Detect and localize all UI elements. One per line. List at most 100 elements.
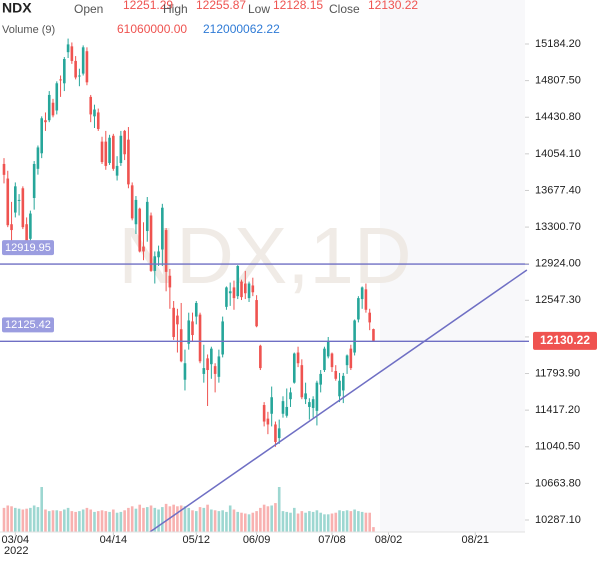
candle-body <box>308 402 311 407</box>
volume-bar <box>221 510 224 532</box>
candle-body <box>266 418 270 425</box>
candle-body <box>168 275 172 288</box>
volume-bar <box>63 509 66 532</box>
volume-bar <box>100 510 104 532</box>
candle-body <box>29 213 32 239</box>
candle-body <box>40 118 43 154</box>
x-tick-label: 06/09 <box>243 534 271 546</box>
candle-body <box>262 405 266 422</box>
volume-bar <box>338 510 341 532</box>
volume-bar <box>10 506 13 532</box>
candle-body <box>334 370 338 379</box>
candle-body <box>85 51 89 83</box>
volume-bar <box>232 509 236 532</box>
last-volume: 61060000.00 <box>117 22 187 36</box>
volume-bar <box>2 507 6 532</box>
line-label: 12125.42 <box>5 319 51 331</box>
volume-bar <box>81 509 85 532</box>
candle-body <box>115 165 119 176</box>
y-tick-label: 11793.90 <box>535 367 580 379</box>
candle-body <box>296 352 300 364</box>
candle-body <box>232 287 236 299</box>
candles-group <box>2 38 375 447</box>
volume-bar <box>251 512 255 532</box>
year-label: 2022 <box>4 545 28 557</box>
y-tick-label: 13677.40 <box>535 184 581 196</box>
axis-group: 15184.20 14807.50 14430.80 14054.10 13677.40… <box>2 38 597 546</box>
volume-bar <box>296 513 300 532</box>
volume-bar <box>213 510 217 532</box>
volume-bar <box>372 527 375 532</box>
candle-body <box>360 287 364 300</box>
volume-bar <box>55 510 59 532</box>
candle-body <box>300 365 304 398</box>
volume-bar <box>29 507 32 532</box>
close-label: Close <box>329 2 360 16</box>
x-tick-label: 05/12 <box>183 534 211 546</box>
candle-body <box>289 392 292 400</box>
candle-body <box>198 314 202 362</box>
candle-body <box>123 130 126 155</box>
candle-body <box>323 348 326 371</box>
lines-group: 12919.95 12125.42 <box>0 240 529 533</box>
candle-body <box>240 281 243 298</box>
volume-bar <box>112 509 115 532</box>
candle-body <box>277 428 281 439</box>
volume-bar <box>206 504 209 532</box>
x-tick-label: 08/02 <box>375 534 403 546</box>
y-tick-label: 12547.30 <box>535 294 581 306</box>
future-area <box>380 0 525 532</box>
candle-body <box>251 285 255 293</box>
volume-bar <box>236 511 240 532</box>
x-tick-label: 03/04 <box>2 534 30 546</box>
candle-body <box>364 289 368 310</box>
candle-body <box>206 358 209 371</box>
volume-bar <box>123 510 126 532</box>
volume-bar <box>360 511 364 532</box>
volume-bar <box>6 505 10 532</box>
candle-body <box>14 186 17 213</box>
x-tick-label: 08/21 <box>461 534 489 546</box>
candle-body <box>270 397 273 414</box>
x-tick-label: 04/14 <box>100 534 128 546</box>
high-value: 12255.87 <box>196 0 246 12</box>
candle-body <box>345 355 349 366</box>
volume-bar <box>59 511 62 532</box>
y-tick-label: 12924.00 <box>535 258 581 270</box>
volume-bar <box>93 511 96 532</box>
candle-body <box>104 141 108 166</box>
volume-bar <box>172 504 175 532</box>
volume-bar <box>127 507 130 532</box>
volume-bar <box>168 506 172 532</box>
candle-body <box>330 353 334 368</box>
candle-body <box>292 353 296 383</box>
x-tick-label: 07/08 <box>318 534 346 546</box>
y-tick-label: 13300.70 <box>535 221 581 233</box>
volume-bar <box>40 487 43 532</box>
close-value: 12130.22 <box>368 0 418 12</box>
candle-body <box>112 135 115 169</box>
volume-bar <box>292 507 296 532</box>
y-tick-label: 10287.10 <box>535 514 581 526</box>
volume-bar <box>21 509 25 532</box>
candle-body <box>127 139 130 185</box>
candle-body <box>191 321 194 336</box>
candle-body <box>25 224 28 252</box>
candle-body <box>51 102 55 116</box>
volume-bar <box>161 507 164 532</box>
volume-bar <box>134 508 138 532</box>
candle-body <box>100 141 104 163</box>
line-label: 12919.95 <box>5 242 51 254</box>
volume-bar <box>104 511 108 532</box>
volume-bar <box>47 511 51 532</box>
open-label: Open <box>74 2 103 16</box>
volume-bar <box>78 511 81 532</box>
candle-body <box>59 79 62 81</box>
volume-bar <box>51 510 55 532</box>
candle-body <box>349 348 353 369</box>
volume-bar <box>330 513 334 532</box>
high-label: High <box>163 2 188 16</box>
symbol: NDX <box>2 0 32 16</box>
candle-body <box>357 298 360 320</box>
trendline <box>149 269 528 533</box>
